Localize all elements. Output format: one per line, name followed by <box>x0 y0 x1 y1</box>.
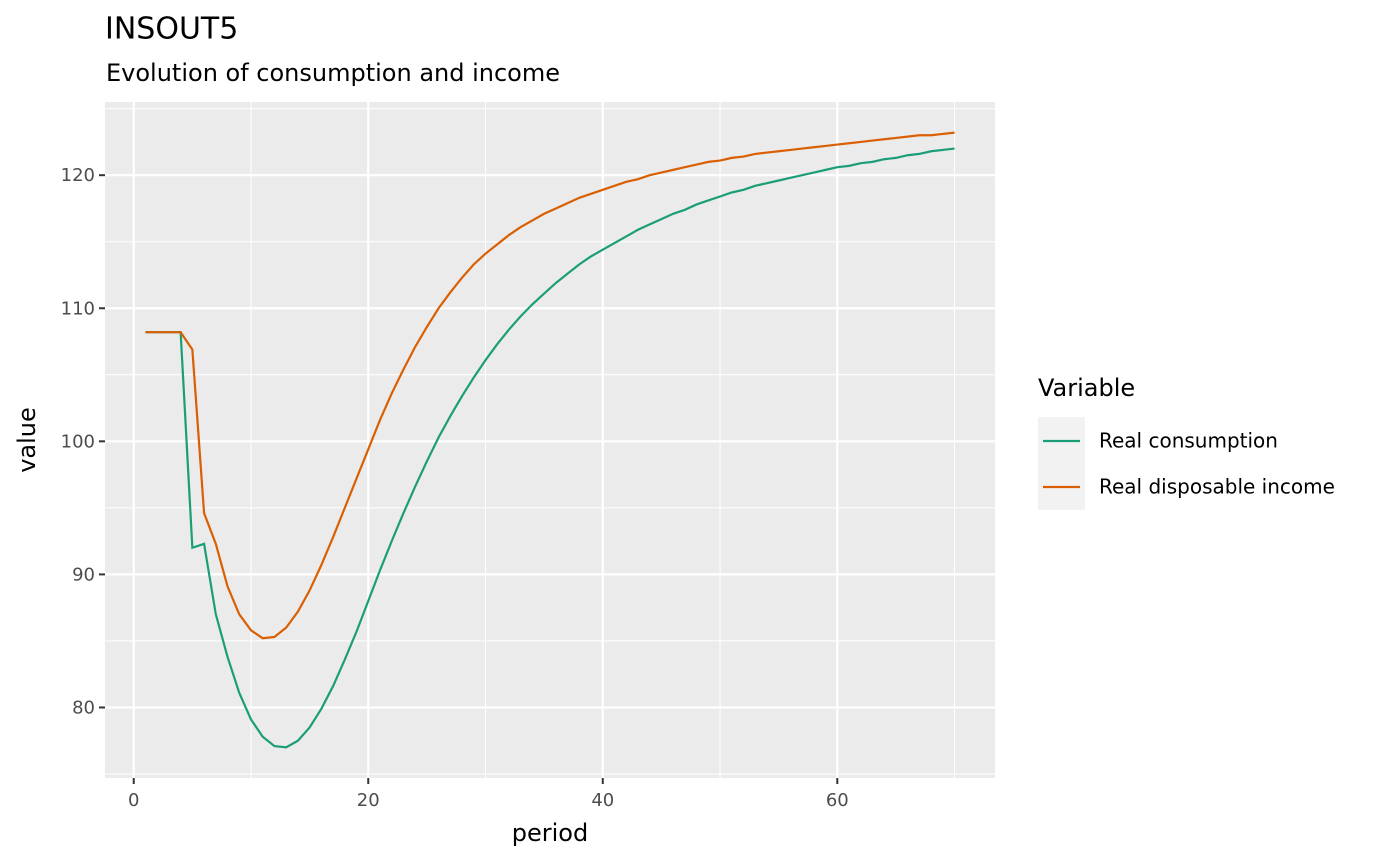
legend-label: Real consumption <box>1099 429 1278 453</box>
x-axis-title: period <box>512 819 588 847</box>
x-tick-label: 40 <box>591 790 614 811</box>
legend: Variable Real consumption Real disposable… <box>1038 374 1335 510</box>
legend-label: Real disposable income <box>1099 475 1335 499</box>
chart-title: INSOUT5 <box>105 12 238 47</box>
y-tick-label: 80 <box>72 697 95 718</box>
grid <box>105 102 995 778</box>
x-tick-label: 60 <box>826 790 849 811</box>
x-tick-label: 20 <box>357 790 380 811</box>
x-tick-label: 0 <box>128 790 139 811</box>
series-line <box>145 131 955 640</box>
lines <box>145 131 955 749</box>
chart-subtitle: Evolution of consumption and income <box>106 59 560 87</box>
y-tick-label: 100 <box>61 431 95 452</box>
y-tick-label: 120 <box>61 165 95 186</box>
y-tick-label: 110 <box>61 298 95 319</box>
legend-key-background <box>1038 417 1085 510</box>
y-tick-label: 90 <box>72 564 95 585</box>
panel <box>105 102 995 778</box>
y-axis-title: value <box>13 407 41 473</box>
legend-title: Variable <box>1038 374 1135 402</box>
series-line <box>145 147 955 749</box>
